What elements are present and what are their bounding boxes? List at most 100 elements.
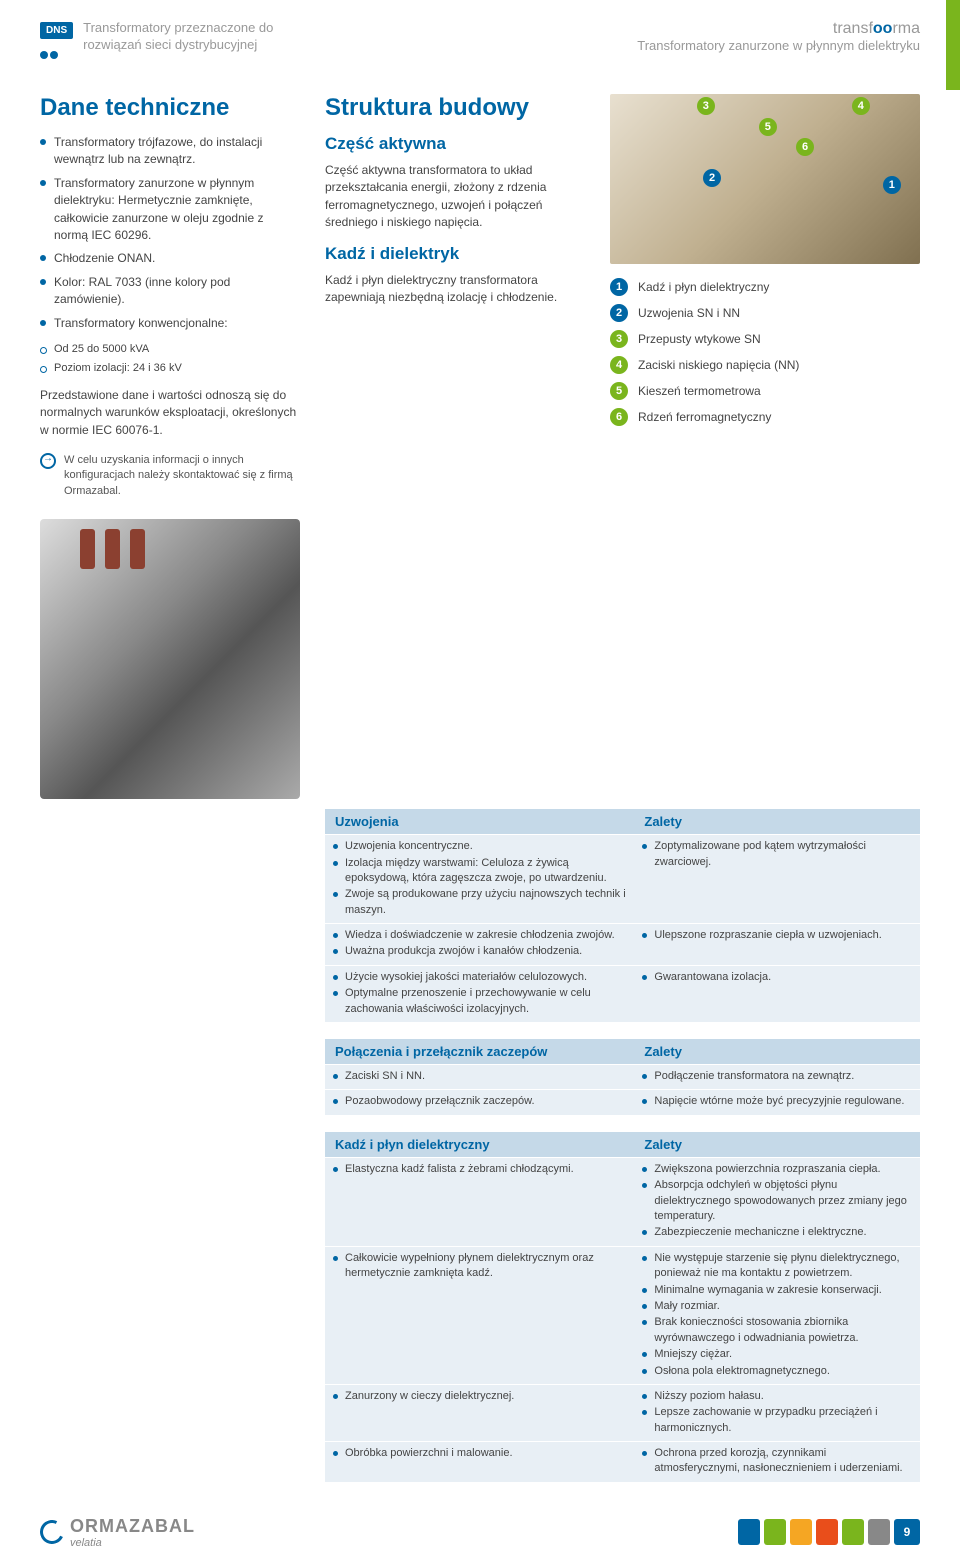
cell-item: Optymalne przenoszenie i przechowywanie … bbox=[333, 986, 626, 1017]
cell-item: Podłączenie transformatora na zewnątrz. bbox=[642, 1069, 912, 1084]
table-header-left: Uzwojenia bbox=[325, 809, 634, 834]
spec-table: Połączenia i przełącznik zaczepówZaletyZ… bbox=[325, 1039, 920, 1116]
legend-num: 1 bbox=[610, 278, 628, 296]
diagram-marker: 1 bbox=[883, 176, 901, 194]
legend-item: 4 Zaciski niskiego napięcia (NN) bbox=[610, 356, 920, 374]
cell-item: Gwarantowana izolacja. bbox=[642, 970, 912, 985]
diagram-marker: 3 bbox=[697, 97, 715, 115]
footer-chip bbox=[738, 1519, 760, 1545]
cell-item: Uzwojenia koncentryczne. bbox=[333, 839, 626, 854]
cell-item: Uważna produkcja zwojów i kanałów chłodz… bbox=[333, 944, 626, 959]
tech-item: Transformatory konwencjonalne: bbox=[40, 315, 300, 332]
table-row: Zanurzony w cieczy dielektrycznej. Niższy… bbox=[325, 1385, 920, 1442]
legend-label: Kieszeń termometrowa bbox=[638, 384, 761, 398]
spec-tables: Uzwojenia Zalety Uzwojenia koncentryczne. I… bbox=[325, 809, 920, 1483]
diagram-marker: 4 bbox=[852, 97, 870, 115]
cell-item: Absorpcja odchyleń w objętości płynu die… bbox=[642, 1178, 912, 1224]
legend-num: 6 bbox=[610, 408, 628, 426]
spec-table: Kadź i płyn dielektrycznyZaletyElastyczn… bbox=[325, 1132, 920, 1483]
cell-item: Zoptymalizowane pod kątem wytrzymałości … bbox=[642, 839, 912, 870]
cell-item: Izolacja między warstwami: Celuloza z ży… bbox=[333, 856, 626, 887]
table-row: Zaciski SN i NN. Podłączenie transformato… bbox=[325, 1065, 920, 1090]
page-number: 9 bbox=[894, 1519, 920, 1545]
cell-item: Pozaobwodowy przełącznik zaczepów. bbox=[333, 1094, 626, 1109]
table-row: Elastyczna kadź falista z żebrami chłodz… bbox=[325, 1158, 920, 1247]
header-subtitle: Transformatory przeznaczone do rozwiązań… bbox=[83, 20, 273, 54]
contact-note: W celu uzyskania informacji o innych kon… bbox=[40, 453, 300, 499]
legend-num: 3 bbox=[610, 330, 628, 348]
cell-item: Obróbka powierzchni i malowanie. bbox=[333, 1446, 626, 1461]
product-photo bbox=[40, 519, 300, 799]
tech-subitem: Od 25 do 5000 kVA bbox=[40, 342, 300, 358]
cell-item: Osłona pola elektromagnetycznego. bbox=[642, 1364, 912, 1379]
brand-name: transfoorma bbox=[637, 20, 920, 38]
table-row: Obróbka powierzchni i malowanie. Ochrona … bbox=[325, 1442, 920, 1483]
legend-item: 5Kieszeń termometrowa bbox=[610, 382, 920, 400]
company-logo: ORMAZABAL velatia bbox=[40, 1516, 195, 1549]
tech-title: Dane techniczne bbox=[40, 94, 300, 122]
tech-item: Kolor: RAL 7033 (inne kolory pod zamówie… bbox=[40, 274, 300, 309]
diagram-marker: 2 bbox=[703, 169, 721, 187]
tech-item: Chłodzenie ONAN. bbox=[40, 250, 300, 267]
table-header-left: Połączenia i przełącznik zaczepów bbox=[325, 1039, 634, 1064]
tech-list: Transformatory trójfazowe, do instalacji… bbox=[40, 134, 300, 332]
cell-item: Niższy poziom hałasu. bbox=[642, 1389, 912, 1404]
footer-chip bbox=[816, 1519, 838, 1545]
cell-item: Minimalne wymagania w zakresie konserwac… bbox=[642, 1283, 912, 1298]
cell-item: Mniejszy ciężar. bbox=[642, 1347, 912, 1362]
footer-chip bbox=[842, 1519, 864, 1545]
legend-item: 2 Uzwojenia SN i NN bbox=[610, 304, 920, 322]
page-header: DNS Transformatory przeznaczone do rozwi… bbox=[40, 20, 920, 64]
section-tank-title: Kadź i dielektryk bbox=[325, 244, 585, 264]
spec-table: UzwojeniaZaletyUzwojenia koncentryczne.I… bbox=[325, 809, 920, 1023]
cell-item: Nie występuje starzenie się płynu dielek… bbox=[642, 1251, 912, 1282]
info-icon bbox=[40, 453, 56, 469]
footer-chip bbox=[790, 1519, 812, 1545]
table-header-right: Zalety bbox=[634, 1039, 920, 1064]
cell-item: Brak konieczności stosowania zbiornika w… bbox=[642, 1315, 912, 1346]
legend-label: Uzwojenia SN i NN bbox=[638, 306, 740, 320]
table-row: Pozaobwodowy przełącznik zaczepów. Napięc… bbox=[325, 1090, 920, 1115]
cell-item: Zaciski SN i NN. bbox=[333, 1069, 626, 1084]
cell-item: Elastyczna kadź falista z żebrami chłodz… bbox=[333, 1162, 626, 1177]
legend-num: 4 bbox=[610, 356, 628, 374]
section-active-text: Część aktywna transformatora to układ pr… bbox=[325, 162, 585, 232]
legend-item: 1 Kadź i płyn dielektryczny bbox=[610, 278, 920, 296]
diagram-marker: 5 bbox=[759, 118, 777, 136]
header-dots bbox=[40, 46, 73, 64]
structure-diagram: 1 2 3 4 5 6 bbox=[610, 94, 920, 264]
cell-item: Całkowicie wypełniony płynem dielektrycz… bbox=[333, 1251, 626, 1282]
cell-item: Ochrona przed korozją, czynnikami atmosf… bbox=[642, 1446, 912, 1477]
cell-item: Ulepszone rozpraszanie ciepła w uzwojeni… bbox=[642, 928, 912, 943]
cell-item: Zanurzony w cieczy dielektrycznej. bbox=[333, 1389, 626, 1404]
table-row: Uzwojenia koncentryczne. Izolacja między … bbox=[325, 835, 920, 924]
table-row: Całkowicie wypełniony płynem dielektrycz… bbox=[325, 1247, 920, 1385]
page-footer: ORMAZABAL velatia 9 bbox=[40, 1516, 920, 1549]
cell-item: Mały rozmiar. bbox=[642, 1299, 912, 1314]
footer-chip bbox=[764, 1519, 786, 1545]
legend-label: Zaciski niskiego napięcia (NN) bbox=[638, 358, 799, 372]
diagram-legend: 1 Kadź i płyn dielektryczny 2 Uzwojenia SN … bbox=[610, 278, 920, 426]
cell-item: Lepsze zachowanie w przypadku przeciążeń… bbox=[642, 1405, 912, 1436]
table-row: Wiedza i doświadczenie w zakresie chłodz… bbox=[325, 924, 920, 966]
footer-chip bbox=[868, 1519, 890, 1545]
cell-item: Napięcie wtórne może być precyzyjnie reg… bbox=[642, 1094, 912, 1109]
legend-label: Kadź i płyn dielektryczny bbox=[638, 280, 769, 294]
side-tab bbox=[946, 0, 960, 90]
legend-item: 3Przepusty wtykowe SN bbox=[610, 330, 920, 348]
cell-item: Zabezpieczenie mechaniczne i elektryczne… bbox=[642, 1225, 912, 1240]
legend-num: 2 bbox=[610, 304, 628, 322]
cell-item: Zwiększona powierzchnia rozpraszania cie… bbox=[642, 1162, 912, 1177]
legend-label: Rdzeń ferromagnetyczny bbox=[638, 410, 771, 424]
note-text: W celu uzyskania informacji o innych kon… bbox=[64, 453, 300, 499]
table-header-left: Kadź i płyn dielektryczny bbox=[325, 1132, 634, 1157]
tech-para: Przedstawione dane i wartości odnoszą si… bbox=[40, 387, 300, 439]
cell-item: Wiedza i doświadczenie w zakresie chłodz… bbox=[333, 928, 626, 943]
diagram-marker: 6 bbox=[796, 138, 814, 156]
section-tank-text: Kadź i płyn dielektryczny transformatora… bbox=[325, 272, 585, 307]
tech-subitem: Poziom izolacji: 24 i 36 kV bbox=[40, 361, 300, 377]
dns-badge: DNS bbox=[40, 22, 73, 39]
footer-chips: 9 bbox=[738, 1519, 920, 1545]
tech-item: Transformatory zanurzone w płynnym diele… bbox=[40, 175, 300, 245]
brand-subtitle: Transformatory zanurzone w płynnym diele… bbox=[637, 38, 920, 53]
